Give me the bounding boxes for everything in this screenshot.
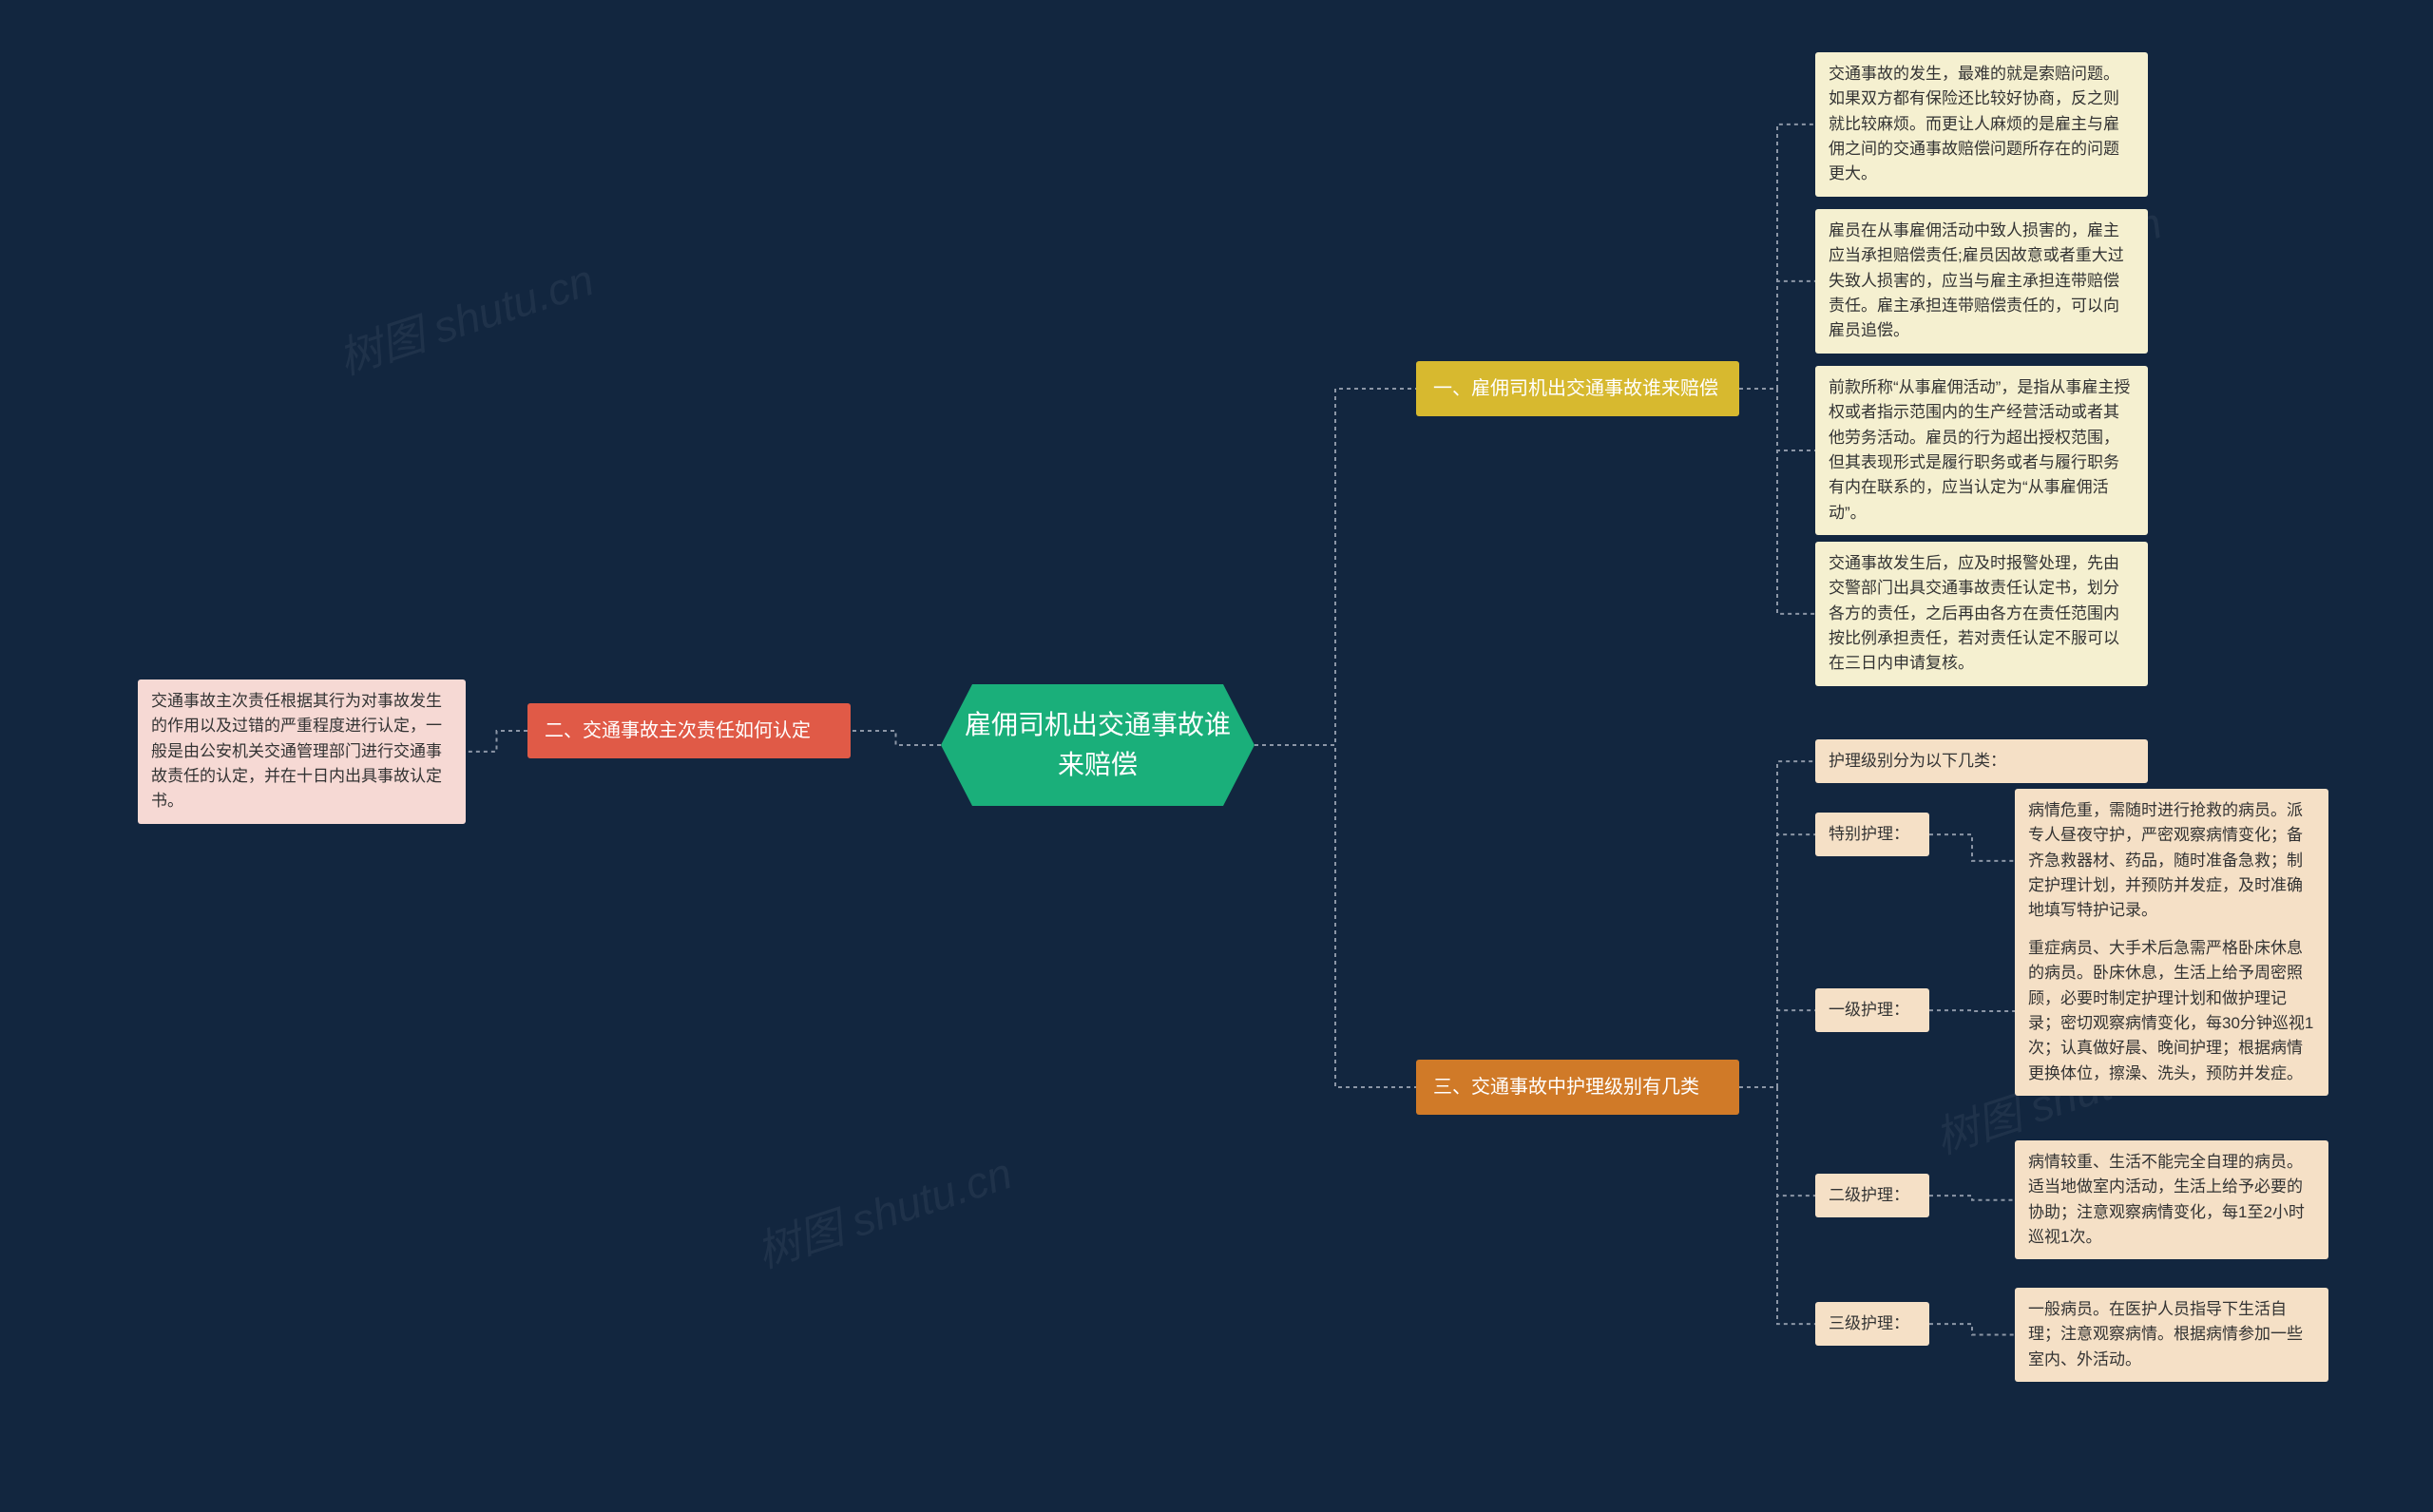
branch-3-sub-e-label-text: 三级护理：	[1829, 1314, 1909, 1332]
branch-2-leaf-a: 交通事故主次责任根据其行为对事故发生的作用以及过错的严重程度进行认定，一般是由公…	[138, 679, 466, 824]
branch-3-sub-d-text-content: 病情较重、生活不能完全自理的病员。适当地做室内活动，生活上给予必要的协助；注意观…	[2028, 1153, 2305, 1246]
branch-1-leaf-a-text: 交通事故的发生，最难的就是索赔问题。如果双方都有保险还比较好协商，反之则就比较麻…	[1829, 65, 2119, 182]
branch-1-leaf-c-text: 前款所称“从事雇佣活动”，是指从事雇主授权或者指示范围内的生产经营活动或者其他劳…	[1829, 378, 2130, 522]
branch-3-sub-b-label: 特别护理：	[1815, 813, 1929, 856]
branch-3-sub-e-text: 一般病员。在医护人员指导下生活自理；注意观察病情。根据病情参加一些室内、外活动。	[2015, 1288, 2328, 1382]
branch-3-sub-c-label: 一级护理：	[1815, 988, 1929, 1032]
watermark: 树图 shutu.cn	[748, 1139, 1019, 1281]
branch-3-sub-b-text-content: 病情危重，需随时进行抢救的病员。派专人昼夜守护，严密观察病情变化；备齐急救器材、…	[2028, 801, 2303, 919]
branch-1-leaf-a: 交通事故的发生，最难的就是索赔问题。如果双方都有保险还比较好协商，反之则就比较麻…	[1815, 52, 2148, 197]
watermark: 树图 shutu.cn	[330, 246, 601, 388]
branch-3-leaf-a-text: 护理级别分为以下几类：	[1829, 752, 2006, 770]
branch-1: 一、雇佣司机出交通事故谁来赔偿	[1416, 361, 1739, 416]
branch-1-leaf-b: 雇员在从事雇佣活动中致人损害的，雇主应当承担赔偿责任;雇员因故意或者重大过失致人…	[1815, 209, 2148, 354]
branch-3-sub-e-text-content: 一般病员。在医护人员指导下生活自理；注意观察病情。根据病情参加一些室内、外活动。	[2028, 1300, 2303, 1368]
branch-3-sub-b-label-text: 特别护理：	[1829, 825, 1909, 843]
mindmap-stage: 树图 shutu.cn树图 shutu.cn树图 shutu.cn树图 shut…	[0, 0, 2433, 1512]
branch-3: 三、交通事故中护理级别有几类	[1416, 1060, 1739, 1115]
branch-2-title: 二、交通事故主次责任如何认定	[545, 720, 811, 741]
branch-1-title: 一、雇佣司机出交通事故谁来赔偿	[1433, 378, 1718, 399]
branch-3-sub-d-label-text: 二级护理：	[1829, 1186, 1909, 1204]
branch-3-sub-c-label-text: 一级护理：	[1829, 1001, 1909, 1019]
branch-3-leaf-a: 护理级别分为以下几类：	[1815, 739, 2148, 783]
branch-3-sub-c-text-content: 重症病员、大手术后急需严格卧床休息的病员。卧床休息，生活上给予周密照顾，必要时制…	[2028, 939, 2313, 1082]
branch-1-leaf-b-text: 雇员在从事雇佣活动中致人损害的，雇主应当承担赔偿责任;雇员因故意或者重大过失致人…	[1829, 221, 2124, 339]
branch-3-sub-d-label: 二级护理：	[1815, 1174, 1929, 1217]
branch-3-title: 三、交通事故中护理级别有几类	[1433, 1077, 1699, 1098]
branch-3-sub-b-text: 病情危重，需随时进行抢救的病员。派专人昼夜守护，严密观察病情变化；备齐急救器材、…	[2015, 789, 2328, 933]
center-node: 雇佣司机出交通事故谁来赔偿	[941, 684, 1255, 806]
branch-1-leaf-c: 前款所称“从事雇佣活动”，是指从事雇主授权或者指示范围内的生产经营活动或者其他劳…	[1815, 366, 2148, 535]
branch-3-sub-d-text: 病情较重、生活不能完全自理的病员。适当地做室内活动，生活上给予必要的协助；注意观…	[2015, 1140, 2328, 1259]
branch-2: 二、交通事故主次责任如何认定	[527, 703, 851, 758]
branch-1-leaf-d-text: 交通事故发生后，应及时报警处理，先由交警部门出具交通事故责任认定书，划分各方的责…	[1829, 554, 2119, 672]
branch-3-sub-e-label: 三级护理：	[1815, 1302, 1929, 1346]
branch-2-leaf-a-text: 交通事故主次责任根据其行为对事故发生的作用以及过错的严重程度进行认定，一般是由公…	[151, 692, 442, 810]
branch-3-sub-c-text: 重症病员、大手术后急需严格卧床休息的病员。卧床休息，生活上给予周密照顾，必要时制…	[2015, 927, 2328, 1096]
center-title: 雇佣司机出交通事故谁来赔偿	[965, 710, 1231, 779]
branch-1-leaf-d: 交通事故发生后，应及时报警处理，先由交警部门出具交通事故责任认定书，划分各方的责…	[1815, 542, 2148, 686]
